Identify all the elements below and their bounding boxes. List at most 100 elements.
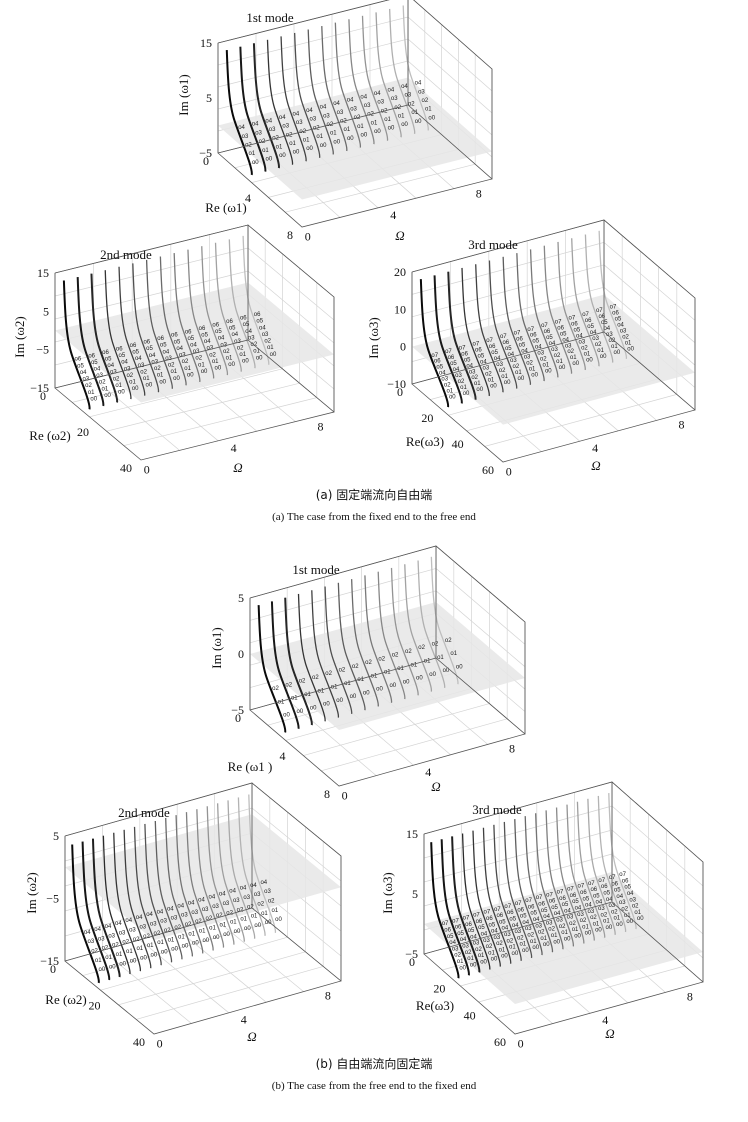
curve-point-label: o3 xyxy=(323,113,330,119)
curve-point-label: o1 xyxy=(551,933,558,939)
caption-b-chinese: (b) 自由端流向固定端 xyxy=(316,1056,433,1071)
curve-point-label: o6 xyxy=(507,910,514,916)
curve-point-label: o2 xyxy=(325,671,332,677)
grid-line xyxy=(411,286,605,340)
curve-point-label: o7 xyxy=(514,330,521,336)
curve-point-label: o3 xyxy=(255,130,262,136)
mode-curve xyxy=(324,586,353,715)
mode-curve xyxy=(214,242,242,372)
curve-point-label: o1 xyxy=(488,378,495,384)
curve-point-label: o5 xyxy=(464,357,471,363)
curve-point-label: o4 xyxy=(522,920,529,926)
curve-point-label: o7 xyxy=(494,907,501,913)
curve-point-label: o1 xyxy=(330,131,337,137)
y-tick-label: 8 xyxy=(287,228,293,242)
x-axis-label: Ω xyxy=(233,460,242,475)
curve-point-label: o3 xyxy=(254,892,261,898)
curve-point-label: o0 xyxy=(545,369,552,375)
curve-point-label: o5 xyxy=(541,908,548,914)
curve-point-label: o3 xyxy=(629,897,636,903)
curve-point-label: o1 xyxy=(425,107,432,113)
mode-curve xyxy=(104,270,132,400)
curve-point-label: o4 xyxy=(105,924,112,930)
mode-curve xyxy=(555,807,585,944)
y-tick-label: 20 xyxy=(433,982,445,996)
curve-point-label: o0 xyxy=(429,672,436,678)
box-edge xyxy=(64,907,253,962)
mode-curve xyxy=(252,43,280,169)
curve-point-label: o3 xyxy=(510,358,517,364)
curve-point-label: o2 xyxy=(174,925,181,931)
curve-point-label: o0 xyxy=(140,955,147,961)
curve-point-label: o0 xyxy=(532,945,539,951)
curve-point-label: o0 xyxy=(242,359,249,365)
curve-point-label: o6 xyxy=(601,884,608,890)
grid-line xyxy=(251,807,342,882)
curve-point-label: o6 xyxy=(611,881,618,887)
curve-point-label: o4 xyxy=(306,108,313,114)
curve-point-label: o4 xyxy=(549,341,556,347)
curve-point-label: o0 xyxy=(401,122,408,128)
curve-point-label: o7 xyxy=(527,327,534,333)
y-axis-label: Re(ω3) xyxy=(416,998,454,1013)
curve-point-label: o1 xyxy=(157,940,164,946)
curve-point-label: o2 xyxy=(154,931,161,937)
curve-point-label: o4 xyxy=(617,322,624,328)
curve-point-label: o5 xyxy=(478,354,485,360)
mode-curve xyxy=(132,263,159,393)
curve-point-label: o5 xyxy=(520,914,527,920)
curve-point-label: o0 xyxy=(512,951,519,957)
mode-curve xyxy=(201,246,228,376)
curve-point-label: o0 xyxy=(132,386,139,392)
curve-point-label: o0 xyxy=(159,379,166,385)
box-edge xyxy=(407,104,493,180)
curve-point-label: o3 xyxy=(88,939,95,945)
box-edge xyxy=(54,339,249,389)
x-tick-label: 0 xyxy=(157,1036,163,1050)
x-tick-label: 4 xyxy=(231,441,237,455)
curve-point-label: o0 xyxy=(202,938,209,944)
y-tick-label: 4 xyxy=(280,749,286,763)
mode-curve xyxy=(242,235,270,365)
mode-curve xyxy=(311,590,339,718)
curve-point-label: o1 xyxy=(561,930,568,936)
curve-point-label: o0 xyxy=(254,923,261,929)
curve-point-label: o6 xyxy=(212,322,219,328)
z-tick-label: 0 xyxy=(400,340,406,354)
curve-point-label: o2 xyxy=(247,904,254,910)
curve-point-label: o1 xyxy=(371,120,378,126)
curve-point-label: o3 xyxy=(234,339,241,345)
curve-point-label: o7 xyxy=(582,312,589,318)
y-axis-label: Re (ω2) xyxy=(29,428,70,443)
grid-line xyxy=(303,703,490,756)
y-tick-label: 40 xyxy=(452,437,464,451)
mode-curve xyxy=(404,564,432,692)
curve-point-label: o2 xyxy=(499,368,506,374)
x-tick-label: 8 xyxy=(317,419,323,433)
curve-point-label: o1 xyxy=(209,925,216,931)
curve-point-label: o0 xyxy=(389,683,396,689)
curve-point-label: o3 xyxy=(620,328,627,334)
curve-point-label: o6 xyxy=(559,896,566,902)
curve-point-label: o2 xyxy=(548,927,555,933)
curve-point-label: o0 xyxy=(459,965,466,971)
curve-point-label: o2 xyxy=(195,356,202,362)
curve-point-label: o7 xyxy=(525,898,532,904)
curve-point-label: o3 xyxy=(108,933,115,939)
curve-point-label: o0 xyxy=(118,390,125,396)
curve-point-label: o0 xyxy=(626,919,633,925)
mode-curve xyxy=(350,579,379,707)
curve-point-label: o2 xyxy=(554,353,561,359)
curve-point-label: o0 xyxy=(213,935,220,941)
curve-point-label: o0 xyxy=(266,156,273,162)
x-axis-label: Ω xyxy=(247,1029,256,1044)
curve-point-label: o4 xyxy=(480,360,487,366)
curve-point-label: o4 xyxy=(627,891,634,897)
curve-point-label: o0 xyxy=(244,926,251,932)
grid-line xyxy=(136,966,324,1020)
y-axis-label: Re(ω3) xyxy=(406,434,444,449)
curve-point-label: o1 xyxy=(457,959,464,965)
curve-point-label: o1 xyxy=(304,692,311,698)
mode-curve xyxy=(430,842,460,979)
